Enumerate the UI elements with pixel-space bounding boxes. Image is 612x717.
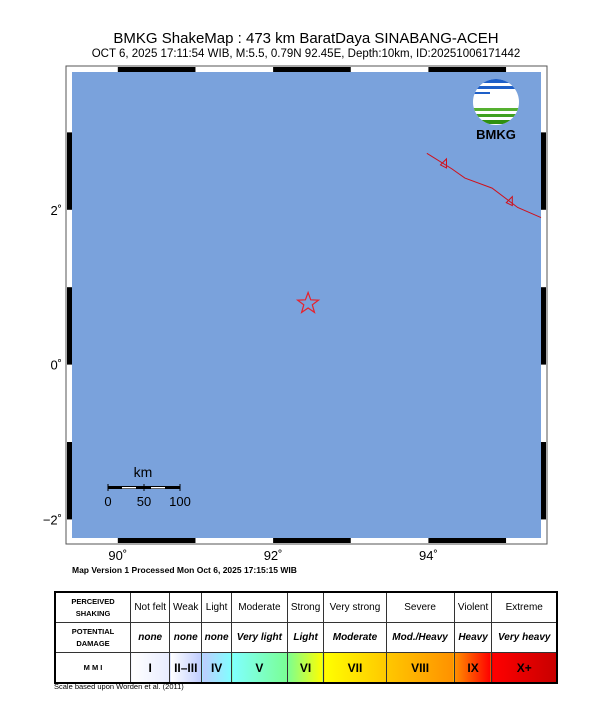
shaking-cell: Severe xyxy=(385,591,455,623)
fault-triangle xyxy=(439,157,447,169)
scale-unit: km xyxy=(134,464,153,480)
lat-tick-label: −2˚ xyxy=(43,512,62,527)
mmi-cell: VIII xyxy=(385,652,455,684)
axis-ticks: 90˚ 92˚ 94˚ 2˚ 0˚ −2˚ xyxy=(43,203,438,560)
bmkg-logo: BMKG xyxy=(473,79,519,142)
mmi-cell: X+ xyxy=(491,652,558,684)
frame-segment xyxy=(67,287,72,365)
frame-segment xyxy=(428,538,507,543)
damage-cell: none xyxy=(169,622,203,653)
scale-note: Scale based upon Worden et al. (2011) xyxy=(54,682,184,691)
damage-cell: Moderate xyxy=(323,622,387,653)
lon-tick-label: 90˚ xyxy=(108,548,127,560)
mmi-cell: II–III xyxy=(169,652,203,684)
lon-tick-label: 92˚ xyxy=(264,548,283,560)
damage-cell: Light xyxy=(286,622,325,653)
damage-cell: Very light xyxy=(231,622,288,653)
lat-tick-label: 0˚ xyxy=(50,358,62,373)
scale-label: 50 xyxy=(137,494,151,509)
shakemap: 90˚ 92˚ 94˚ 2˚ 0˚ −2˚ BMKG km 0 50 100 xyxy=(43,65,548,560)
shaking-cell: Extreme xyxy=(491,591,558,623)
damage-cell: none xyxy=(129,622,171,653)
shaking-cell: Weak xyxy=(169,591,203,623)
damage-cell: Very heavy xyxy=(491,622,558,653)
map-version: Map Version 1 Processed Mon Oct 6, 2025 … xyxy=(72,565,297,575)
scale-label: 0 xyxy=(104,494,111,509)
row-header: M M I xyxy=(54,652,131,684)
row-header: POTENTIAL DAMAGE xyxy=(54,622,131,653)
sea-area xyxy=(72,72,541,538)
scale-bar: km 0 50 100 xyxy=(104,464,190,509)
lon-tick-label: 94˚ xyxy=(419,548,438,560)
damage-cell: Heavy xyxy=(453,622,493,653)
shaking-cell: Very strong xyxy=(323,591,387,623)
mmi-legend: PERCEIVED SHAKING Not felt Weak Light Modera… xyxy=(54,591,558,684)
frame-segment xyxy=(541,442,546,520)
frame-segment xyxy=(273,67,351,72)
frame-segment xyxy=(117,538,196,543)
shaking-cell: Strong xyxy=(286,591,325,623)
shaking-cell: Light xyxy=(201,591,233,623)
shaking-cell: Moderate xyxy=(231,591,288,623)
event-info: OCT 6, 2025 17:11:54 WIB, M:5.5, 0.79N 9… xyxy=(91,48,521,60)
mmi-cell: IX xyxy=(453,652,493,684)
mmi-cell: IV xyxy=(201,652,233,684)
logo-text: BMKG xyxy=(476,127,516,142)
frame-segment xyxy=(541,287,546,365)
fault-triangles xyxy=(439,157,513,207)
row-header: PERCEIVED SHAKING xyxy=(54,591,131,623)
mmi-cell: VII xyxy=(323,652,387,684)
map-title: BMKG ShakeMap : 473 km BaratDaya SINABAN… xyxy=(113,30,499,47)
mmi-cell: V xyxy=(231,652,288,684)
frame-segment xyxy=(273,538,351,543)
shaking-cell: Violent xyxy=(453,591,493,623)
shaking-cell: Not felt xyxy=(129,591,171,623)
frame-segment xyxy=(541,132,546,210)
frame-segment xyxy=(117,67,196,72)
subduction-fault-line xyxy=(426,152,542,218)
fault-triangle xyxy=(505,195,513,207)
frame-segment xyxy=(67,442,72,520)
scale-label: 100 xyxy=(169,494,191,509)
damage-cell: Mod./Heavy xyxy=(385,622,455,653)
mmi-cell: I xyxy=(129,652,171,684)
frame-segment xyxy=(428,67,507,72)
frame-segment xyxy=(67,132,72,210)
lat-tick-label: 2˚ xyxy=(50,203,62,218)
damage-cell: none xyxy=(201,622,233,653)
star-icon xyxy=(295,290,321,314)
mmi-cell: VI xyxy=(286,652,325,684)
